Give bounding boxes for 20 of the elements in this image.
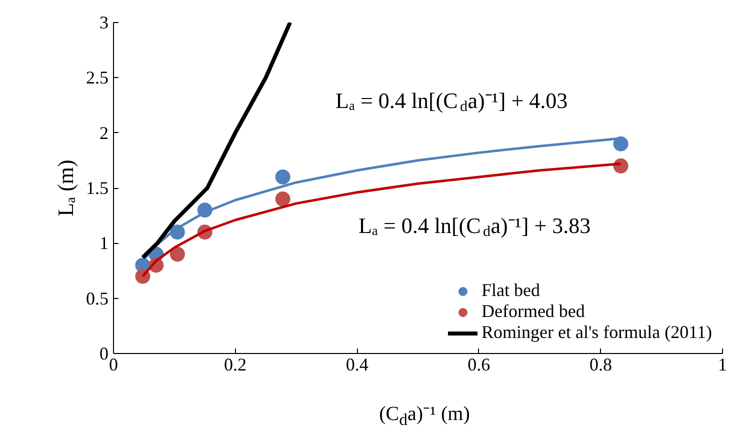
x-tick-label: 1 bbox=[718, 354, 727, 374]
legend-label: Deformed bed bbox=[481, 301, 585, 322]
y-tick-label: 0.5 bbox=[86, 288, 108, 308]
x-axis-title: (C$_{d}$a)⁻¹ (m) bbox=[379, 402, 470, 431]
x-tick-label: 0.2 bbox=[224, 354, 247, 374]
y-tick-label: 3 bbox=[100, 12, 108, 32]
y-tick-label: 2.5 bbox=[86, 68, 108, 88]
y-tick-label: 1 bbox=[100, 233, 108, 254]
y-axis-title: Lₐ (m) bbox=[53, 160, 78, 216]
y-tick-label: 1.5 bbox=[86, 178, 108, 198]
legend-label: Rominger et al's formula (2011) bbox=[481, 322, 712, 343]
x-tick-label: 0.6 bbox=[468, 354, 490, 374]
point bbox=[613, 136, 628, 152]
point bbox=[275, 192, 290, 207]
point bbox=[275, 169, 290, 184]
x-tick-label: 0.4 bbox=[346, 354, 368, 374]
point bbox=[170, 246, 185, 262]
x-tick-label: 0.8 bbox=[589, 354, 612, 374]
legend-label: Flat bed bbox=[481, 280, 540, 301]
y-tick-label: 2 bbox=[100, 122, 108, 143]
